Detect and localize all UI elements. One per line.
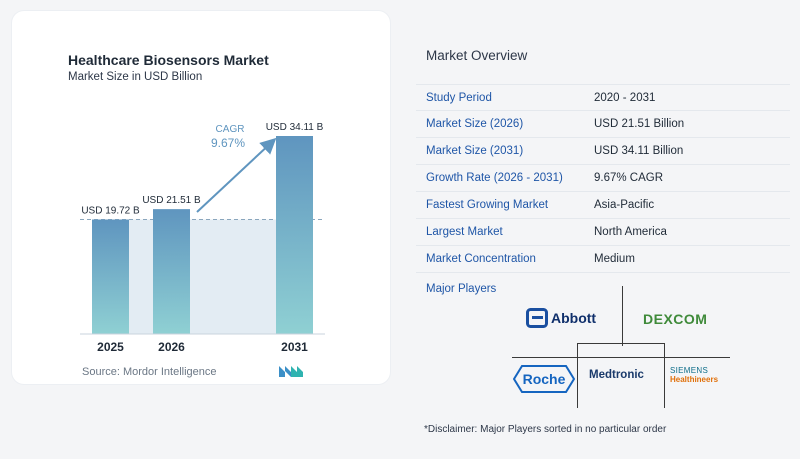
abbott-logo: Abbott — [526, 308, 596, 328]
divider — [512, 357, 730, 358]
cagr-label: CAGR — [216, 124, 245, 135]
row-label: Largest Market — [426, 226, 503, 238]
divider — [577, 343, 665, 344]
x-tick-2031: 2031 — [281, 340, 308, 354]
data-label-2026: USD 21.51 B — [142, 195, 201, 206]
x-tick-2026: 2026 — [158, 340, 185, 354]
bar-2026 — [153, 209, 190, 334]
data-label-2031: USD 34.11 B — [266, 122, 324, 133]
chart-title: Healthcare Biosensors Market — [68, 52, 269, 68]
siemens-name: SIEMENS — [670, 366, 709, 375]
row-value: Medium — [594, 253, 635, 265]
roche-name: Roche — [522, 371, 566, 387]
mordor-logo-icon — [279, 366, 303, 377]
row-value: North America — [594, 226, 667, 238]
bar-2025 — [92, 219, 129, 334]
row-label: Market Size (2026) — [426, 118, 524, 130]
row-value: Asia-Pacific — [594, 199, 655, 211]
abbott-icon — [526, 308, 548, 328]
siemens-healthineers-name: Healthineers — [670, 375, 719, 384]
chart-subtitle: Market Size in USD Billion — [68, 71, 203, 83]
overview-title: Market Overview — [426, 48, 528, 63]
source-note: Source: Mordor Intelligence — [82, 366, 217, 378]
bar-chart: USD 19.72 B 2025 USD 21.51 B 2026 USD 34.11 … — [80, 122, 325, 354]
dexcom-logo: DEXCOM — [643, 311, 707, 327]
overview-row: Largest Market North America — [416, 219, 790, 246]
row-value: USD 34.11 Billion — [594, 145, 684, 157]
overview-row: Growth Rate (2026 - 2031) 9.67% CAGR — [416, 165, 790, 192]
overview-row: Market Concentration Medium — [416, 246, 790, 273]
cagr-arrow — [196, 137, 277, 213]
row-label: Market Size (2031) — [426, 145, 524, 157]
disclaimer: *Disclaimer: Major Players sorted in no … — [424, 424, 667, 435]
divider — [664, 343, 665, 408]
overview-table: Study Period 2020 - 2031 Market Size (202… — [416, 84, 790, 273]
medtronic-name: Medtronic — [589, 369, 644, 381]
row-label: Growth Rate (2026 - 2031) — [426, 172, 563, 184]
row-label: Study Period — [426, 91, 492, 104]
row-value: USD 21.51 Billion — [594, 118, 685, 130]
x-tick-2025: 2025 — [97, 340, 124, 354]
data-label-2025: USD 19.72 B — [81, 206, 140, 217]
row-value: 2020 - 2031 — [594, 91, 656, 104]
abbott-name: Abbott — [551, 310, 597, 326]
dexcom-name: DEXCOM — [643, 311, 708, 327]
row-label: Market Concentration — [426, 253, 536, 265]
medtronic-logo: Medtronic — [589, 369, 644, 381]
divider — [622, 286, 623, 346]
overview-row: Fastest Growing Market Asia-Pacific — [416, 192, 790, 219]
roche-logo: Roche — [513, 364, 575, 394]
row-label: Fastest Growing Market — [426, 199, 549, 211]
overview-row: Market Size (2031) USD 34.11 Billion — [416, 138, 790, 165]
major-players-label: Major Players — [426, 283, 497, 295]
row-value: 9.67% CAGR — [594, 172, 664, 184]
bar-2031 — [276, 136, 313, 334]
roche-hexagon-icon — [513, 365, 575, 393]
overview-row: Study Period 2020 - 2031 — [416, 84, 790, 111]
divider — [577, 343, 578, 408]
overview-row: Market Size (2026) USD 21.51 Billion — [416, 111, 790, 138]
cagr-value: 9.67% — [211, 136, 245, 150]
siemens-logo: SIEMENS Healthineers — [670, 366, 718, 384]
